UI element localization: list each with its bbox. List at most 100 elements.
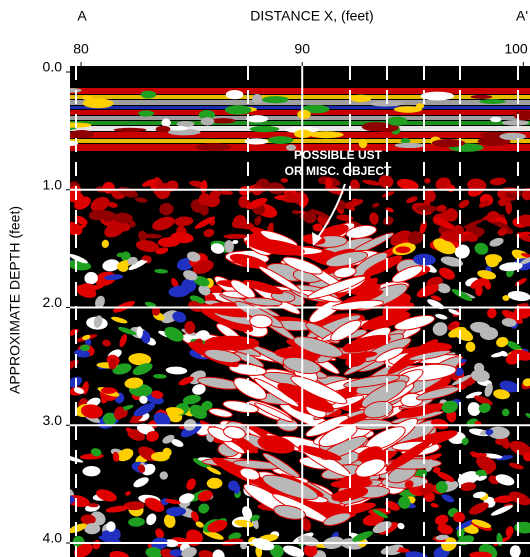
radar-blob [101,530,120,540]
radar-blob [100,387,117,394]
radar-blob [116,252,125,258]
radar-blob [155,247,169,255]
radar-blob [397,522,405,530]
radar-blob [203,228,215,238]
radar-blob [303,543,318,557]
radar-blob [228,532,242,541]
radar-blob [474,242,489,255]
radar-blob [424,178,431,184]
radar-blob [464,233,478,242]
radar-blob [286,144,297,151]
radar-blob [357,446,383,462]
radar-blob [307,275,367,300]
radar-blob [385,500,400,511]
radar-blob [153,412,171,427]
radar-blob [252,93,263,104]
radar-blob [200,117,215,126]
radar-blob [419,482,435,496]
radar-blob [96,489,117,502]
radar-blob [74,215,88,226]
radar-blob [105,505,129,513]
radar-blob [135,240,160,253]
radar-blob [510,349,530,361]
radar-blob [441,494,455,503]
radar-blob [394,142,425,149]
radar-blob [82,334,91,341]
radar-blob [79,344,91,352]
radar-blob [493,389,510,400]
radar-blob [114,212,133,224]
radar-blob [145,547,163,557]
radar-blob [75,284,97,298]
radar-blob [146,430,160,442]
radar-blob [470,94,493,99]
radar-blob [500,350,508,357]
radar-blob [133,402,156,417]
radar-blob [98,535,122,544]
radar-blob [378,175,394,188]
radar-blob [485,465,494,475]
radar-blob [155,528,165,539]
radar-blob [509,491,530,506]
radar-blob [195,143,232,152]
radar-blob [519,256,530,265]
radar-blob [283,545,305,557]
radar-blob [169,549,184,557]
radar-blob [505,200,513,215]
radar-blob [70,495,75,504]
y-axis-label: APPROXIMATE DEPTH (feet) [7,206,23,394]
radar-blob [90,448,102,457]
radar-blob [70,523,87,534]
radar-blob [165,366,188,375]
radar-blob [416,284,439,298]
radar-blob [470,369,490,382]
radar-blob [395,246,411,254]
radar-blob [245,238,305,256]
radar-blob [479,99,506,104]
radar-blob [225,89,244,100]
radar-blob [163,514,176,528]
radar-blob [453,511,466,523]
radar-blob [436,471,455,482]
radar-blob [74,196,91,210]
radar-blob [80,404,103,419]
y-tick-label: 0.0 [43,59,63,75]
radar-blob [144,301,157,308]
radar-blob [509,440,530,456]
radar-blob [244,138,269,145]
radar-blob [318,177,326,185]
radar-blob [117,326,137,336]
radar-blob [141,463,156,476]
radar-blob [186,478,196,491]
radar-blob [207,426,234,443]
radar-blob [144,497,165,512]
section-start-label: A [77,8,87,24]
radar-blob [362,513,385,526]
radar-blob [182,394,201,405]
radar-blob [141,256,151,261]
radar-blob [111,188,120,199]
radar-blob [70,221,83,236]
radar-blob [117,262,129,272]
radar-band [70,100,530,105]
radar-blob [487,308,497,319]
radar-blob [153,182,174,188]
radar-blob [425,459,434,472]
radar-blob [477,270,497,280]
annotation: OR MISC. OBJECT [285,164,392,178]
radar-blob [477,475,488,481]
radar-blob [165,506,187,517]
radar-blob [361,122,391,132]
radar-blob [325,250,369,268]
radar-blob [267,136,294,144]
radar-blob [408,349,451,361]
radar-blob [167,129,201,136]
radar-blob [81,95,93,101]
radar-band [70,139,530,143]
radar-blob [489,237,504,247]
radar-blob [192,384,206,395]
y-tick-label: 2.0 [43,294,63,310]
radar-blob [262,96,289,104]
radar-blob [502,119,530,126]
radar-blob [108,358,118,370]
